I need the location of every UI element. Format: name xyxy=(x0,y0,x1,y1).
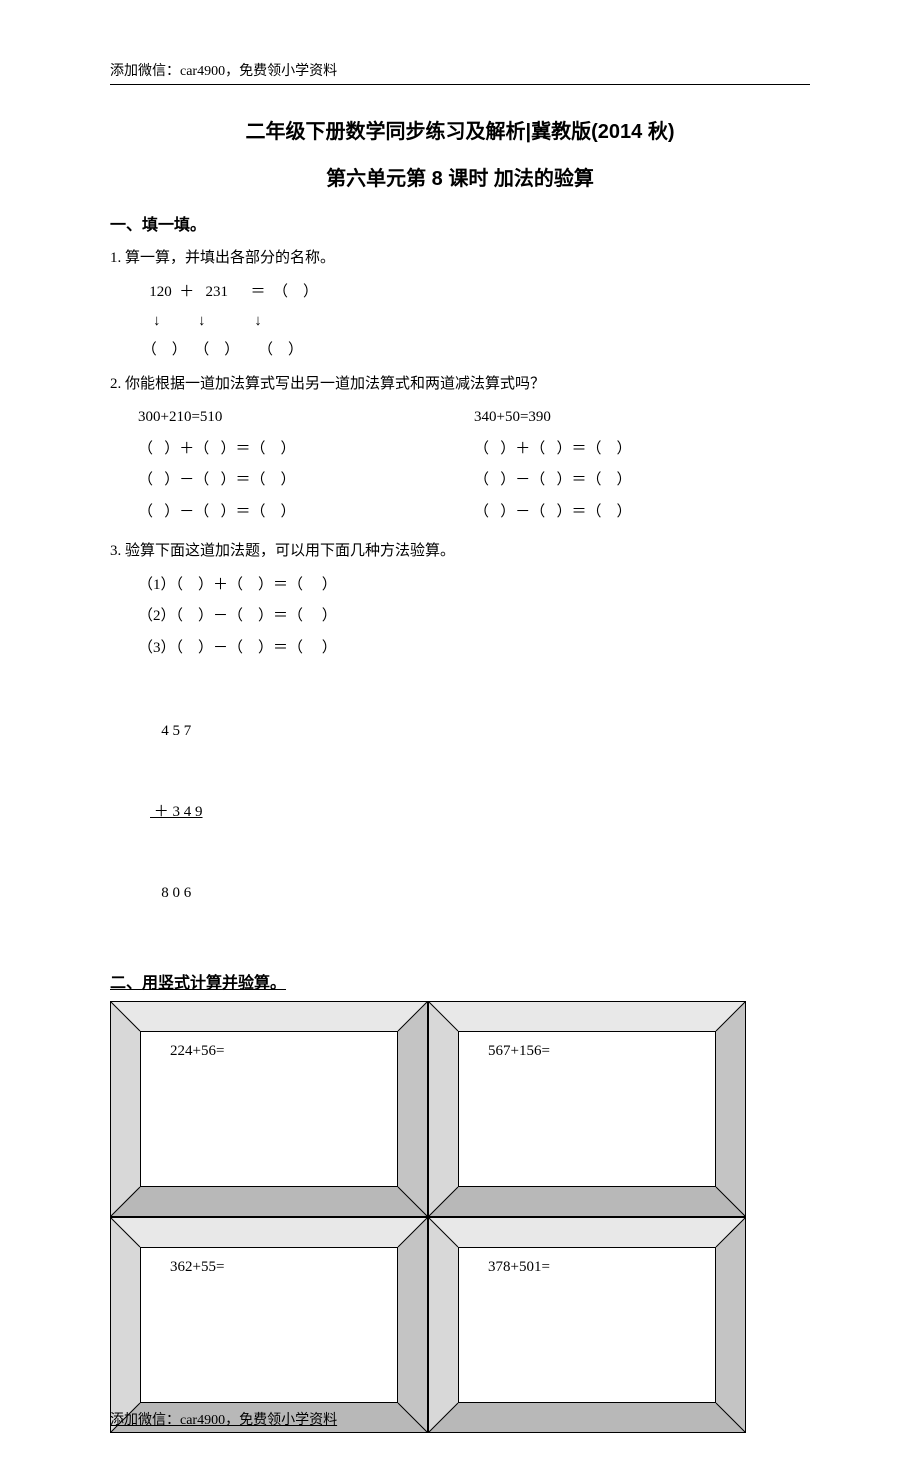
page: 添加微信：car4900，免费领小学资料 二年级下册数学同步练习及解析|冀教版(… xyxy=(0,0,920,1473)
cell-0: 224+56= xyxy=(110,1001,428,1217)
q1-row1: 120 ＋ 231 ＝ （ ） xyxy=(138,277,810,309)
q2-left-l2: （ ）－（ ）＝（ ） xyxy=(138,465,474,497)
q1-row2: （ ） （ ） （ ） xyxy=(138,335,810,367)
cell-3: 378+501= xyxy=(428,1217,746,1433)
vcalc-v3: 8 0 6 xyxy=(150,880,810,907)
q3-vertical-calc: 4 5 7 ＋ 3 4 9 8 0 6 xyxy=(110,664,810,961)
q2-right-l3: （ ）－（ ）＝（ ） xyxy=(474,497,810,529)
q2-left-l1: （ ）＋（ ）＝（ ） xyxy=(138,434,474,466)
q3-prompt: 3. 验算下面这道加法题，可以用下面几种方法验算。 xyxy=(110,536,810,568)
q1-arrows: ↓ ↓ ↓ xyxy=(138,308,810,335)
q2-right-l1: （ ）＋（ ）＝（ ） xyxy=(474,434,810,466)
q3-l1: （1）（ ）＋（ ）＝（ ） xyxy=(138,570,810,602)
calc-grid: 224+56= 567+156= xyxy=(110,1001,746,1433)
cell-3-label: 378+501= xyxy=(488,1259,550,1276)
section2-heading: 二、用竖式计算并验算。 xyxy=(110,969,810,993)
doc-subtitle: 第六单元第 8 课时 加法的验算 xyxy=(110,162,810,191)
q3-l2: （2）（ ）－（ ）＝（ ） xyxy=(138,601,810,633)
q2-left-top: 300+210=510 xyxy=(138,402,474,434)
cell-1: 567+156= xyxy=(428,1001,746,1217)
cell-1-label: 567+156= xyxy=(488,1043,550,1060)
cell-2: 362+55= xyxy=(110,1217,428,1433)
q2-right-l2: （ ）－（ ）＝（ ） xyxy=(474,465,810,497)
doc-title: 二年级下册数学同步练习及解析|冀教版(2014 秋) xyxy=(110,115,810,144)
vcalc-v2: ＋ 3 4 9 xyxy=(150,799,810,826)
header-text: 添加微信：car4900，免费领小学资料 xyxy=(110,60,810,80)
q2-columns: 300+210=510 （ ）＋（ ）＝（ ） （ ）－（ ）＝（ ） （ ）－… xyxy=(110,402,810,528)
q2-right-top: 340+50=390 xyxy=(474,402,810,434)
q2-left: 300+210=510 （ ）＋（ ）＝（ ） （ ）－（ ）＝（ ） （ ）－… xyxy=(138,402,474,528)
q2-right: 340+50=390 （ ）＋（ ）＝（ ） （ ）－（ ）＝（ ） （ ）－（… xyxy=(474,402,810,528)
cell-0-label: 224+56= xyxy=(170,1043,224,1060)
q2-prompt: 2. 你能根据一道加法算式写出另一道加法算式和两道减法算式吗？ xyxy=(110,369,810,401)
q3-l3: （3）（ ）－（ ）＝（ ） xyxy=(138,633,810,665)
cell-2-label: 362+55= xyxy=(170,1259,224,1276)
header-rule xyxy=(110,84,810,85)
q1-prompt: 1. 算一算，并填出各部分的名称。 xyxy=(110,243,810,275)
section1-heading: 一、填一填。 xyxy=(110,211,810,235)
q2-left-l3: （ ）－（ ）＝（ ） xyxy=(138,497,474,529)
footer-text: 添加微信：car4900，免费领小学资料 xyxy=(110,1409,337,1429)
vcalc-v1: 4 5 7 xyxy=(150,718,810,745)
